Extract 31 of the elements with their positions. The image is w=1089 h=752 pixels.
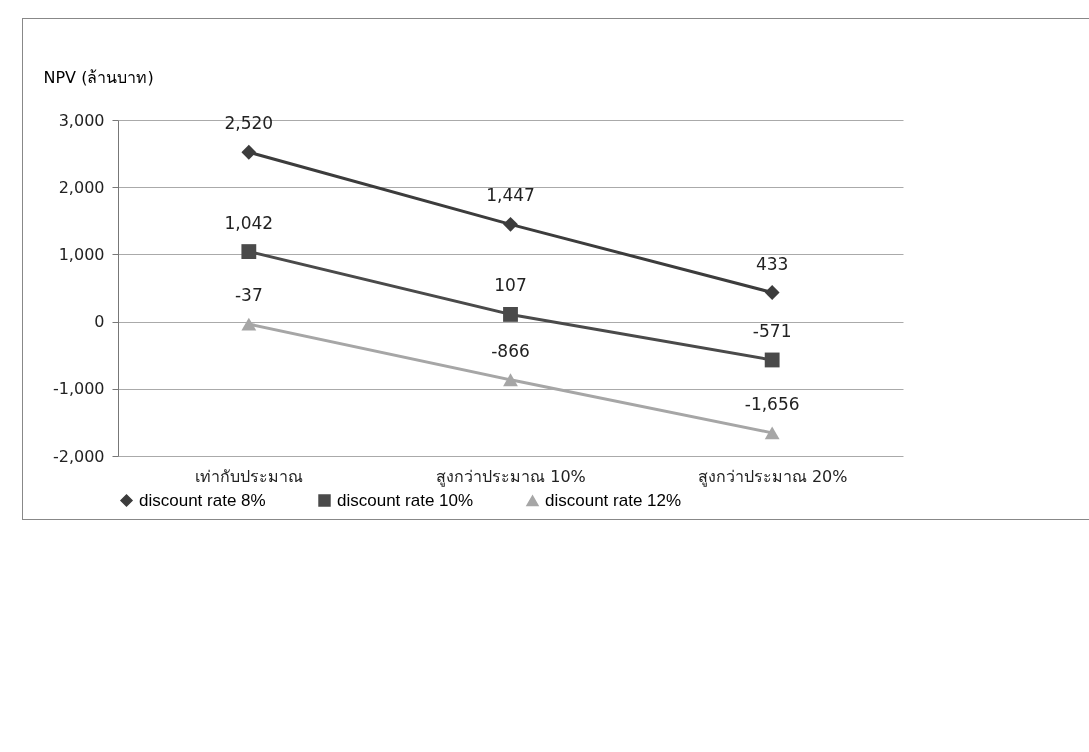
data-label: -1,656 <box>744 393 800 414</box>
point <box>503 373 518 387</box>
x-tick-label: สูงกว่าประมาณ 20% <box>697 466 848 487</box>
data-label: 1,447 <box>486 185 535 206</box>
legend-label: discount rate 10% <box>337 490 474 510</box>
data-label: -37 <box>234 285 263 306</box>
y-tick-label: 3,000 <box>58 110 105 130</box>
point <box>241 317 257 331</box>
y-axis-title: NPV (ล้านบาท) <box>43 67 154 87</box>
point <box>503 216 518 232</box>
x-tick-label: เท่ากับประมาณ <box>195 466 304 486</box>
legend-label: discount rate 12% <box>545 490 682 510</box>
legend-label: discount rate 8% <box>139 490 266 510</box>
point <box>241 244 257 259</box>
point <box>503 306 518 322</box>
y-tick-label: -1,000 <box>52 379 105 399</box>
data-label: 1,042 <box>224 212 274 233</box>
x-tick-label: สูงกว่าประมาณ 10% <box>436 466 586 487</box>
data-label: -866 <box>491 340 530 361</box>
data-label: 433 <box>755 253 789 274</box>
y-tick-label: 2,000 <box>58 177 105 197</box>
data-label: 2,520 <box>224 113 274 134</box>
point <box>764 285 780 300</box>
data-label: 107 <box>494 275 527 296</box>
data-label: -571 <box>752 320 792 341</box>
point <box>764 426 780 440</box>
y-tick-label: 0 <box>94 312 105 332</box>
point <box>241 144 257 160</box>
y-tick-label: -2,000 <box>52 446 105 466</box>
point <box>764 352 780 368</box>
y-tick-label: 1,000 <box>58 244 105 264</box>
